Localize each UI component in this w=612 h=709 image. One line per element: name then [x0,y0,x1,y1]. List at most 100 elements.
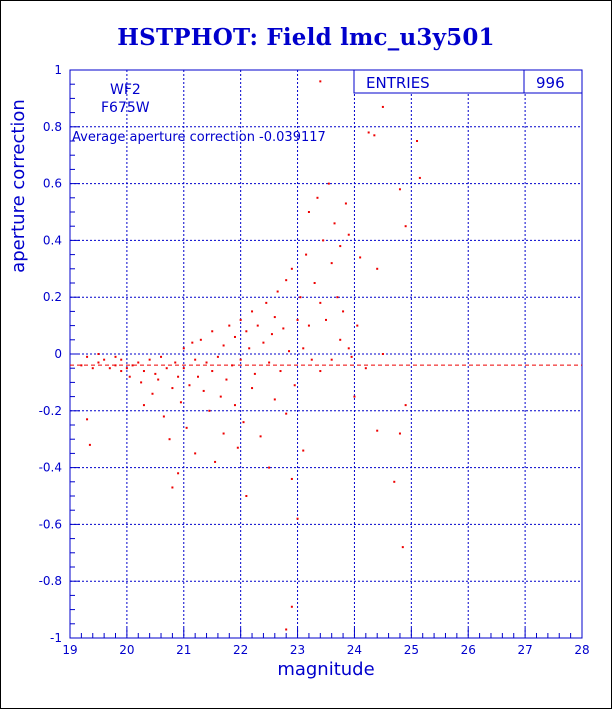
data-point [242,421,245,424]
y-axis-label: aperture correction [8,99,29,273]
data-point [325,318,327,321]
x-tick-label: 24 [347,643,362,657]
data-point [108,367,111,370]
data-point [202,389,205,392]
tick-labels: 19 20 21 22 23 24 25 26 27 28 -1 -0.8 -0.6 -0.4 -0.2 0 0… [39,63,590,657]
data-point [171,387,174,390]
data-point [416,140,419,142]
data-point [305,253,308,256]
x-axis-label: magnitude [277,659,374,680]
data-point [248,347,251,350]
data-point [279,370,282,373]
data-point [307,211,310,213]
data-point [296,318,299,321]
data-point [273,316,276,319]
data-point [293,384,296,387]
data-point [262,341,265,344]
axis-ticks [69,69,583,639]
data-point [233,335,236,338]
y-tick-label: -0.2 [39,404,62,418]
data-point [356,324,359,327]
data-point [222,344,225,347]
data-point [120,370,123,373]
data-point [290,477,293,480]
data-point [373,134,376,137]
y-tick-label: 1 [54,63,62,77]
data-point [285,279,288,282]
data-point [299,296,302,299]
data-point [398,188,401,191]
data-point [154,372,157,375]
data-point [330,262,333,265]
data-point [364,367,367,370]
data-point [211,330,214,333]
data-point [270,333,273,336]
data-point [347,347,350,350]
grid-lines [70,70,582,638]
data-point [302,347,305,350]
data-point [239,358,242,361]
data-point [177,472,180,475]
y-tick-label: -0.4 [39,461,62,475]
data-point [259,435,262,438]
y-tick-label: 0 [54,347,62,361]
data-point [174,361,177,364]
data-point [302,449,305,452]
data-point [376,267,379,270]
filter-label: F675W [101,100,150,116]
data-point [194,358,197,361]
data-point [86,418,89,421]
data-point [233,404,236,407]
data-point [344,202,347,205]
data-point [165,367,168,370]
x-tick-label: 25 [404,643,419,657]
data-point [265,301,268,304]
data-point [91,367,94,370]
data-point [381,105,384,108]
x-tick-label: 23 [290,643,305,657]
data-point [171,486,174,489]
y-tick-label: 0.8 [43,120,62,134]
data-point [88,443,91,446]
data-point [322,239,325,242]
data-point [179,401,182,404]
data-point [222,432,225,435]
data-point [339,338,342,341]
x-tick-label: 20 [119,643,134,657]
stats-value: 996 [536,74,565,92]
data-point [398,432,401,435]
data-point [208,409,211,412]
data-point [228,324,231,327]
data-point [142,404,145,407]
data-point [296,517,299,520]
data-point [162,415,165,418]
data-point [137,361,140,364]
data-point [313,282,316,284]
data-point [182,367,185,370]
data-point [125,367,128,370]
data-point [194,452,197,455]
x-tick-label: 28 [574,643,589,657]
data-point [168,438,171,441]
y-tick-label: -0.6 [39,517,62,531]
data-point [339,245,342,248]
data-point [151,392,154,395]
data-point [268,361,271,364]
data-point [288,350,291,353]
data-point [290,267,293,270]
data-point [160,355,163,358]
data-point [359,256,362,259]
data-point [103,358,106,361]
stats-label: ENTRIES [366,74,430,92]
data-point [333,222,336,225]
y-tick-label: -1 [50,631,62,645]
data-point [80,364,83,367]
data-point [376,429,379,432]
data-point [256,324,259,327]
data-point [191,341,194,344]
data-point [245,495,248,497]
data-point [418,176,421,179]
data-point [393,480,396,483]
data-point [131,364,134,367]
data-point [245,330,248,333]
